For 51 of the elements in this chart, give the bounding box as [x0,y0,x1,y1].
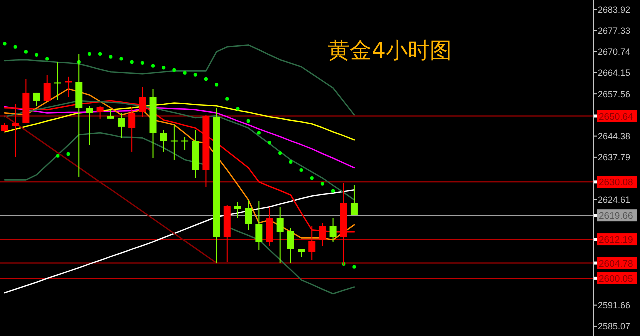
point [151,64,156,68]
y-tick-label: 2664.15 [598,68,631,78]
point [140,61,144,65]
point [46,57,50,61]
point [352,265,356,269]
ref-line-label: 2619.66 [599,211,634,222]
point [289,160,293,164]
point [56,154,60,158]
ref-line-label: 2600.05 [599,274,634,285]
point [109,55,113,59]
point [3,42,7,46]
y-tick-label: 2670.74 [598,47,631,58]
y-tick-label: 2624.61 [598,194,631,205]
point [278,151,282,156]
ref-line-label: 2604.78 [599,258,634,270]
y-tick-label: 2677.33 [598,26,631,36]
point [236,107,240,111]
text: 黄金4小时图 [328,39,452,64]
point [183,71,187,75]
point [246,119,250,123]
point [24,50,28,54]
y-tick-label: 2637.79 [598,152,631,163]
point [14,45,18,49]
point [120,57,124,61]
point [162,66,166,70]
point [172,68,176,72]
y-tick-label: 2591.66 [598,300,631,311]
point [310,176,314,180]
point [204,77,208,81]
point [98,52,102,56]
point [88,52,92,56]
point [257,131,261,135]
point [320,182,324,186]
line-series [4,189,356,294]
point [268,141,272,145]
point [300,168,304,172]
y-tick-label: 2683.92 [598,4,631,15]
point [66,152,70,156]
ref-line-label: 2650.64 [599,112,634,123]
point [130,60,134,64]
point [194,73,198,77]
point [215,83,219,87]
y-tick-label: 2657.56 [598,89,631,100]
line-series [4,115,218,264]
ref-line-label: 2630.08 [599,178,634,189]
ref-line-label: 2612.19 [599,235,634,246]
point [331,189,336,193]
point [226,97,230,101]
y-tick-label: 2644.38 [598,132,631,142]
point [34,53,39,57]
y-tick-label: 2585.07 [598,322,631,332]
